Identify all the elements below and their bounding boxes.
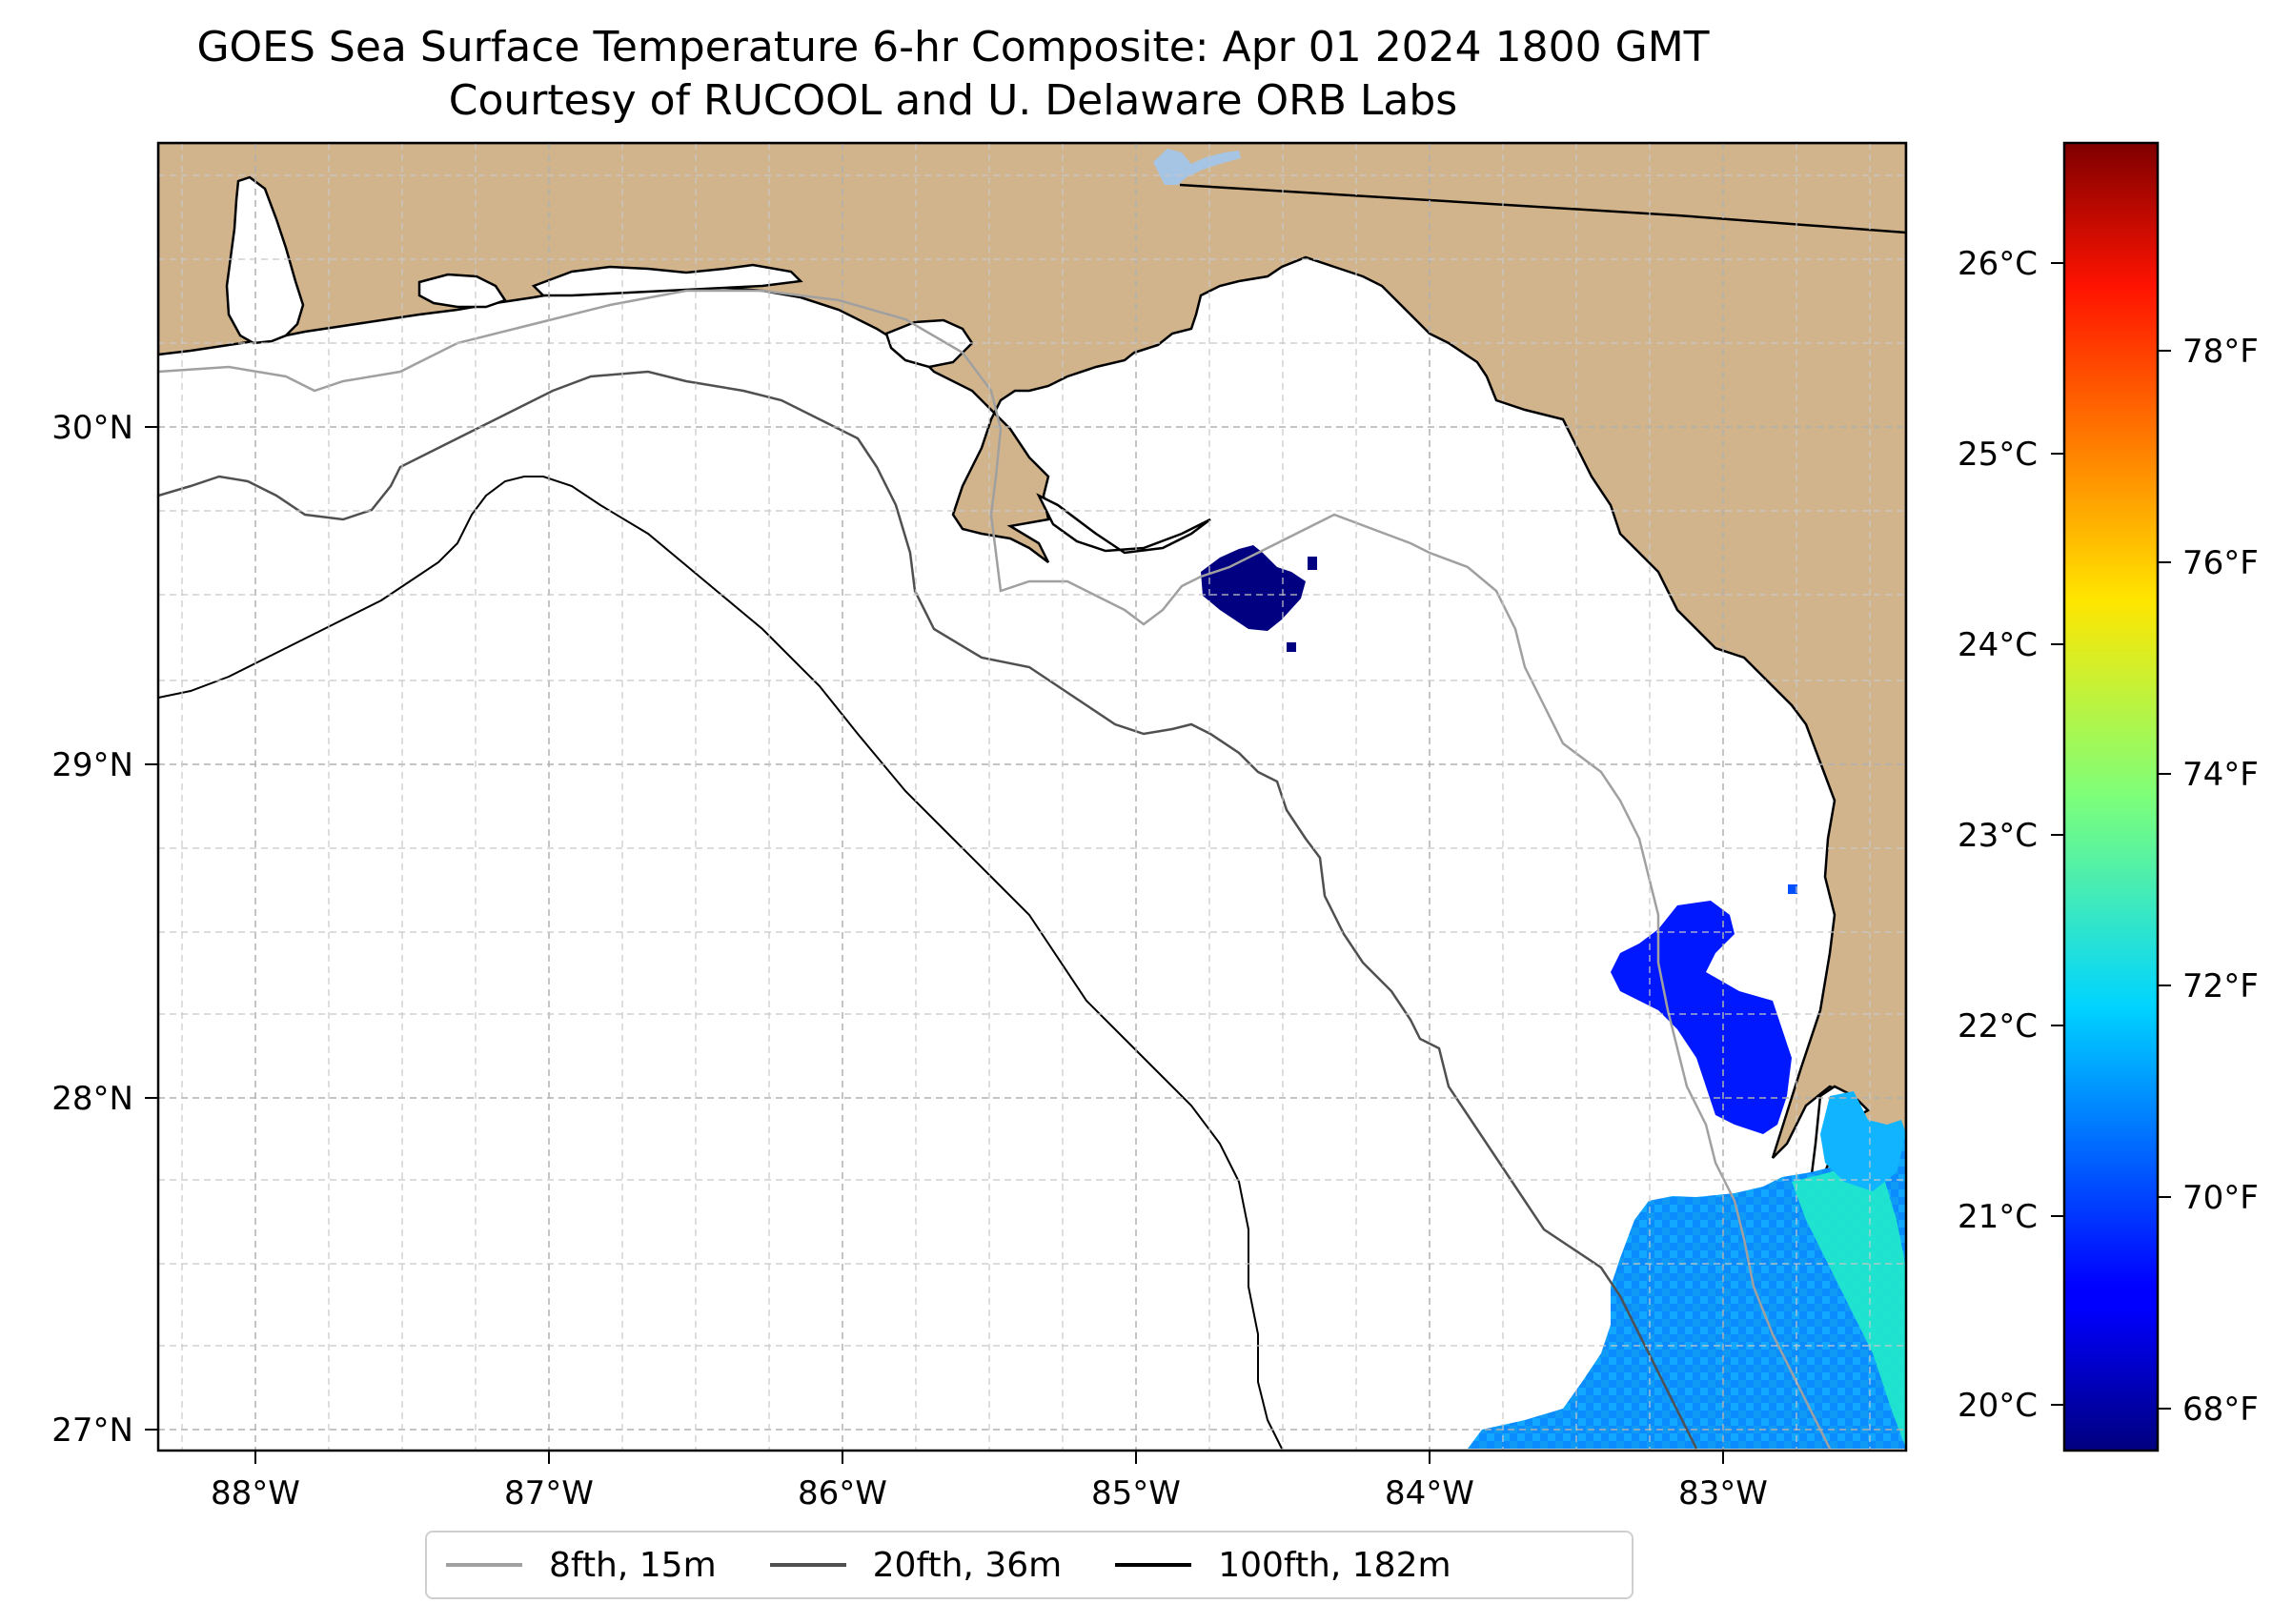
isobath-100fth	[158, 476, 1283, 1450]
legend-item-100fth: 100fth, 182m	[1115, 1546, 1451, 1585]
map-subtitle: Courtesy of RUCOOL and U. Delaware ORB L…	[448, 76, 1458, 125]
legend-label: 8fth, 15m	[549, 1545, 717, 1585]
colorbar-label-f: 68°F	[2182, 1391, 2259, 1429]
colorbar-ticks-fahrenheit	[2158, 350, 2171, 1410]
colorbar-label-f: 74°F	[2182, 756, 2259, 794]
state-border	[1179, 183, 1906, 234]
colorbar-label-c: 20°C	[1958, 1387, 2038, 1425]
isobath-20fth	[158, 370, 1698, 1450]
lon-label: 84°W	[1385, 1474, 1474, 1512]
colorbar-label-c: 24°C	[1958, 626, 2038, 664]
sst-charlotte	[1820, 1091, 1906, 1191]
legend-item-8fth: 8fth, 15m	[446, 1546, 717, 1585]
legend-label: 20fth, 36m	[872, 1545, 1063, 1585]
sst-patch-bigbend	[1611, 901, 1792, 1134]
colorbar-label-c: 22°C	[1958, 1007, 2038, 1045]
lat-label: 28°N	[51, 1080, 133, 1118]
legend-item-20fth: 20fth, 36m	[769, 1545, 1063, 1585]
map-title: GOES Sea Surface Temperature 6-hr Compos…	[196, 23, 1710, 71]
sst-pixel	[1308, 557, 1317, 570]
sst-pixel	[1287, 642, 1296, 652]
lon-label: 87°W	[504, 1474, 594, 1512]
map-area	[158, 143, 1906, 1451]
mobile-bay	[225, 175, 305, 345]
legend-swatch	[446, 1563, 522, 1567]
lat-label: 29°N	[51, 746, 133, 784]
sst-pixel	[1788, 884, 1797, 894]
colorbar	[2062, 141, 2160, 1452]
colorbar-label-c: 21°C	[1958, 1198, 2038, 1236]
colorbar-ticks-celsius	[2051, 262, 2064, 1406]
lon-label: 86°W	[798, 1474, 887, 1512]
map-legend: 8fth, 15m 20fth, 36m 100fth, 182m	[425, 1531, 1634, 1599]
lon-label: 85°W	[1091, 1474, 1181, 1512]
isobath-8fth	[158, 289, 1832, 1450]
legend-label: 100fth, 182m	[1218, 1545, 1451, 1585]
choctawhatchee-bay	[531, 263, 803, 297]
colorbar-label-c: 26°C	[1958, 245, 2038, 283]
colorbar-label-c: 23°C	[1958, 817, 2038, 855]
map-frame	[156, 141, 1908, 1452]
pensacola-bay	[417, 273, 507, 309]
legend-swatch	[769, 1563, 846, 1567]
colorbar-label-f: 76°F	[2182, 544, 2259, 582]
sst-patch-apalachee	[1201, 545, 1306, 631]
lat-label: 27°N	[51, 1411, 133, 1450]
lat-label: 30°N	[51, 409, 133, 447]
legend-swatch	[1115, 1563, 1192, 1567]
colorbar-label-f: 70°F	[2182, 1179, 2259, 1217]
lon-label: 88°W	[211, 1474, 300, 1512]
colorbar-label-c: 25°C	[1958, 436, 2038, 474]
colorbar-label-f: 78°F	[2182, 333, 2259, 371]
lake	[1153, 149, 1241, 185]
minor-gridlines	[158, 143, 1906, 1451]
colorbar-label-f: 72°F	[2182, 967, 2259, 1005]
sst-warm-nearshore	[1792, 1163, 1906, 1449]
axis-ticks	[145, 426, 1724, 1464]
gridlines	[158, 143, 1906, 1451]
apalachicola-bay	[1036, 493, 1211, 555]
lon-label: 83°W	[1678, 1474, 1768, 1512]
